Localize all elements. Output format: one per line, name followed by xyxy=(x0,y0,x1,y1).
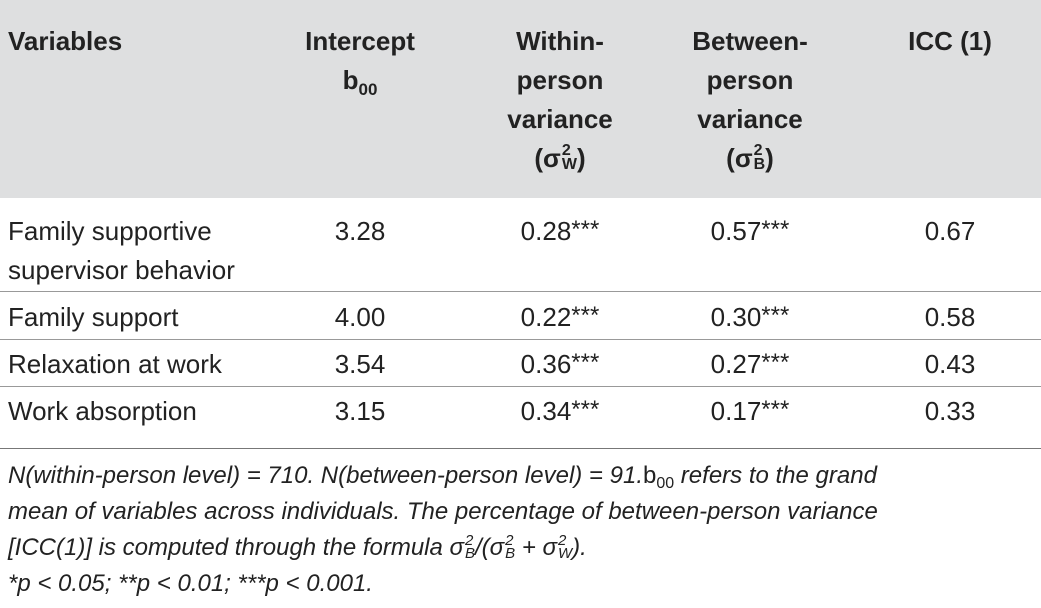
table-bottom-rule xyxy=(0,448,1041,449)
row-1-intercept: 3.28 xyxy=(334,216,386,246)
header-intercept-subscript: 00 xyxy=(358,80,378,99)
row-4-within: 0.34*** xyxy=(480,392,640,432)
header-intercept-b: b xyxy=(342,65,359,95)
row-3-between-value: 0.27 xyxy=(710,349,762,379)
row-4-between-significance: *** xyxy=(761,396,790,423)
row-3-intercept: 3.54 xyxy=(334,349,386,379)
note-3-part-d: ). xyxy=(572,534,587,561)
note-1-part-c: refers to the grand xyxy=(674,462,877,489)
row-divider-3 xyxy=(0,386,1041,387)
row-2-between: 0.30*** xyxy=(670,298,830,338)
note-3-sub-2: B xyxy=(505,544,516,562)
between-sigma-sup: 2 xyxy=(753,142,763,160)
row-1-within: 0.28*** xyxy=(480,212,640,252)
row-2-between-value: 0.30 xyxy=(710,302,762,332)
within-sigma-sup: 2 xyxy=(561,142,571,160)
row-2-between-significance: *** xyxy=(761,302,790,329)
row-4-intercept: 3.15 xyxy=(334,396,386,426)
row-3-icc: 0.43 xyxy=(924,349,976,379)
row-1-variable-line2: supervisor behavior xyxy=(8,255,235,285)
table-header-band xyxy=(0,0,1041,198)
header-within-line1: Within- xyxy=(516,26,604,56)
within-sigma-close: ) xyxy=(576,143,586,173)
row-2-variable: Family support xyxy=(8,302,179,332)
table-note-significance: *p < 0.05; **p < 0.01; ***p < 0.001. xyxy=(8,570,373,597)
row-1-between: 0.57*** xyxy=(670,212,830,252)
table-note-line-3: [ICC(1)] is computed through the formula… xyxy=(8,530,587,566)
row-3-within-significance: *** xyxy=(571,349,600,376)
row-1-within-value: 0.28 xyxy=(520,216,572,246)
header-between-line3: variance xyxy=(697,104,803,134)
header-between-sigma: (σ 2 B) xyxy=(670,139,830,178)
row-4-within-significance: *** xyxy=(571,396,600,423)
header-variables-label: Variables xyxy=(8,26,123,56)
note-3-sub-1: B xyxy=(465,544,476,562)
header-intercept: Intercept b00 xyxy=(290,22,430,103)
note-3-part-c: + σ xyxy=(515,534,557,561)
header-between-line2: person xyxy=(706,65,794,95)
table-row-1-variable: Family supportive supervisor behavior xyxy=(8,212,235,290)
between-sigma-symbol: (σ xyxy=(726,143,753,173)
header-within-variance: Within- person variance (σ 2 W) xyxy=(480,22,640,178)
header-within-line3: variance xyxy=(507,104,613,134)
row-4-between: 0.17*** xyxy=(670,392,830,432)
row-3-within-value: 0.36 xyxy=(520,349,572,379)
note-3-sup-2: 2 xyxy=(505,531,514,549)
row-2-intercept: 4.00 xyxy=(334,302,386,332)
row-1-icc: 0.67 xyxy=(924,216,976,246)
row-divider-1 xyxy=(0,291,1041,292)
header-icc: ICC (1) xyxy=(880,22,1020,61)
row-2-icc: 0.58 xyxy=(924,302,976,332)
header-variables: Variables xyxy=(8,22,258,61)
header-between-line1: Between- xyxy=(692,26,808,56)
header-intercept-line1: Intercept xyxy=(305,26,415,56)
row-3-within: 0.36*** xyxy=(480,345,640,385)
note-1-part-a: N(within-person level) = 710. N(between-… xyxy=(8,462,643,489)
header-icc-label: ICC (1) xyxy=(908,26,992,56)
row-3-between: 0.27*** xyxy=(670,345,830,385)
between-sigma-sub: B xyxy=(753,156,766,174)
row-1-variable-line1: Family supportive xyxy=(8,216,212,246)
header-within-sigma: (σ 2 W) xyxy=(480,139,640,178)
note-3-sup-1: 2 xyxy=(465,531,474,549)
row-2-within-value: 0.22 xyxy=(520,302,572,332)
row-1-within-significance: *** xyxy=(571,216,600,243)
row-1-between-value: 0.57 xyxy=(710,216,762,246)
header-intercept-line2: b00 xyxy=(290,61,430,103)
row-4-within-value: 0.34 xyxy=(520,396,572,426)
row-2-within: 0.22*** xyxy=(480,298,640,338)
row-3-variable: Relaxation at work xyxy=(8,349,222,379)
note-3-part-b: /(σ xyxy=(475,534,505,561)
note-3-sup-3: 2 xyxy=(558,531,567,549)
table-note-line-2: mean of variables across individuals. Th… xyxy=(8,498,878,525)
row-4-between-value: 0.17 xyxy=(710,396,762,426)
note-3-sub-3: W xyxy=(558,544,573,562)
between-sigma-close: ) xyxy=(765,143,774,173)
row-4-variable: Work absorption xyxy=(8,396,197,426)
within-sigma-sub: W xyxy=(561,156,577,174)
within-sigma-symbol: (σ xyxy=(534,143,561,173)
note-3-part-a: [ICC(1)] is computed through the formula… xyxy=(8,534,464,561)
header-between-variance: Between- person variance (σ 2 B) xyxy=(670,22,830,178)
row-3-between-significance: *** xyxy=(761,349,790,376)
row-1-between-significance: *** xyxy=(761,216,790,243)
header-within-line2: person xyxy=(516,65,604,95)
row-divider-2 xyxy=(0,339,1041,340)
row-2-within-significance: *** xyxy=(571,302,600,329)
note-1-subscript: 00 xyxy=(656,475,675,492)
row-4-icc: 0.33 xyxy=(924,396,976,426)
note-1-b: b xyxy=(642,462,657,489)
table-note-line-1: N(within-person level) = 710. N(between-… xyxy=(8,458,877,497)
